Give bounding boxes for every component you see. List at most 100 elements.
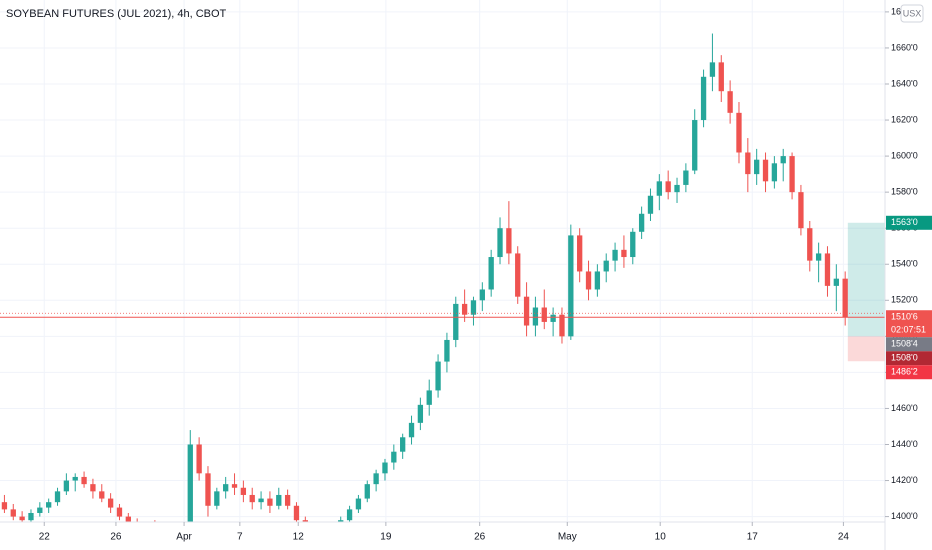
candle-body [320, 527, 325, 532]
candle-body [99, 491, 105, 499]
x-tick-label: May [558, 532, 577, 543]
candle-body [81, 476, 87, 485]
candle-body [258, 498, 264, 503]
price-label-box [886, 215, 932, 230]
candle-body [789, 156, 795, 193]
axes: 1400'01420'01440'01460'01480'01500'01520… [39, 6, 932, 543]
candle-body [231, 484, 238, 488]
candle-body [400, 437, 406, 452]
candle-body [214, 491, 220, 506]
candle-body [205, 473, 211, 506]
candle-body [745, 152, 751, 175]
candle-body [523, 296, 530, 326]
y-tick-label: 1620'0 [891, 114, 918, 124]
candle-body [842, 278, 848, 318]
y-tick-label: 1440'0 [891, 439, 918, 449]
candle-body [824, 253, 831, 286]
grid [0, 0, 885, 522]
candle-body [408, 422, 415, 438]
candle-body [780, 156, 786, 164]
candle-body [559, 314, 565, 337]
candle-body [240, 487, 247, 495]
candle-body [426, 390, 432, 405]
candle-body [736, 112, 742, 153]
y-tick-label: 1400'0 [891, 511, 918, 521]
y-tick-label: 1520'0 [891, 295, 918, 305]
candle-body [187, 444, 193, 522]
x-tick-label: 24 [838, 532, 850, 543]
price-label: 1508'4 [891, 339, 918, 349]
candle-body [312, 527, 317, 531]
candle-body [497, 228, 503, 258]
y-tick-label: 1420'0 [891, 475, 918, 485]
y-tick-label: 1640'0 [891, 78, 918, 88]
candle-body [72, 476, 78, 481]
candle-body [302, 520, 308, 522]
candle-body [267, 498, 273, 506]
candle-body [612, 249, 618, 261]
candle-body [621, 249, 627, 258]
candle-body [798, 192, 804, 229]
currency-button[interactable] [900, 4, 924, 23]
candle-body [382, 462, 388, 474]
x-tick-label: 12 [293, 532, 305, 543]
chart-title: SOYBEAN FUTURES (JUL 2021), 4h, CBOT [6, 8, 227, 20]
x-tick-label: 22 [39, 532, 51, 543]
y-tick-label: 1540'0 [891, 259, 918, 269]
candle-body [19, 516, 25, 521]
candle-body [135, 524, 140, 531]
candle-body [373, 473, 379, 485]
price-label: 1508'0 [891, 353, 918, 363]
candle-body [152, 527, 157, 532]
candle-body [338, 520, 344, 522]
x-tick-label: 10 [655, 532, 667, 543]
candle-body [470, 300, 477, 315]
candle-body [391, 451, 397, 463]
x-tick-label: Apr [176, 532, 192, 543]
plot-area [0, 33, 885, 532]
y-tick-label: 1600'0 [891, 150, 918, 160]
candle-body [833, 278, 839, 286]
candle-body [28, 512, 34, 521]
candle-body [515, 253, 521, 297]
candle-body [364, 484, 370, 499]
candle-body [638, 213, 645, 232]
candle-body [683, 170, 689, 185]
candle-body [170, 529, 175, 531]
candle-body [506, 228, 512, 254]
candle-body [568, 235, 574, 337]
candle-body [444, 339, 450, 362]
candle-body [585, 271, 592, 290]
y-tick-label: 1580'0 [891, 187, 918, 197]
y-tick-label: 1460'0 [891, 403, 918, 413]
candle-body [223, 484, 229, 492]
currency-label[interactable]: USX [903, 8, 922, 18]
candle-body [417, 404, 424, 423]
x-tick-label: 26 [110, 532, 122, 543]
candle-body [762, 159, 769, 182]
candle-body [276, 494, 282, 506]
price-label-box [886, 365, 932, 380]
candle-body [355, 498, 362, 510]
price-label: 1486'2 [891, 367, 918, 377]
price-label-box [886, 337, 932, 352]
price-label: 1563'0 [891, 217, 918, 227]
candle-body [143, 527, 148, 531]
price-label-box [886, 351, 932, 366]
candle-body [1, 502, 8, 510]
candle-body [179, 526, 184, 531]
candle-body [594, 271, 601, 290]
candle-body [284, 494, 291, 506]
candle-body [541, 307, 547, 322]
candle-body [479, 289, 485, 301]
candle-body [754, 159, 760, 175]
candle-body [196, 444, 202, 474]
candle-body [718, 62, 724, 92]
candle-body [10, 509, 16, 517]
candle-body [630, 231, 636, 258]
candle-body [435, 361, 441, 391]
candle-body [54, 491, 61, 503]
candle-body [107, 498, 114, 508]
y-tick-label: 1660'0 [891, 42, 918, 52]
x-tick-label: 7 [237, 532, 243, 543]
